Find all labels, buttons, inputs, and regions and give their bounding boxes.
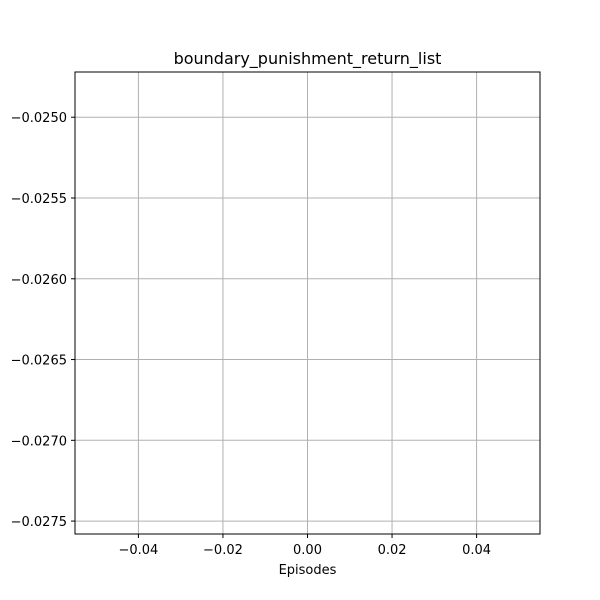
y-tick-label: −0.0260: [11, 273, 67, 288]
x-axis-label: Episodes: [279, 563, 337, 578]
y-tick-label: −0.0250: [11, 111, 67, 126]
y-ticks: −0.0250 −0.0255 −0.0260 −0.0265 −0.0270 −0.02…: [11, 111, 75, 530]
x-tick-label: −0.04: [118, 543, 158, 558]
y-tick-label: −0.0255: [11, 192, 67, 207]
y-tick-label: −0.0270: [11, 434, 67, 449]
x-tick-label: −0.02: [203, 543, 243, 558]
y-tick-label: −0.0265: [11, 354, 67, 369]
x-ticks: −0.04 −0.02 0.00 0.02 0.04: [118, 534, 491, 558]
y-tick-label: −0.0275: [11, 515, 67, 530]
x-tick-label: 0.00: [293, 543, 322, 558]
chart-title: boundary_punishment_return_list: [174, 49, 442, 69]
x-tick-label: 0.04: [462, 543, 491, 558]
grid-layer: [75, 72, 540, 534]
x-tick-label: 0.02: [378, 543, 407, 558]
